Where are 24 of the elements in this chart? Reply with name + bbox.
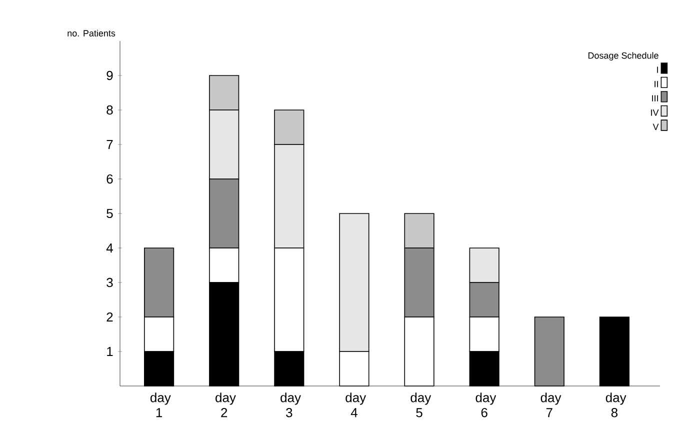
y-tick-label: 3 [106, 278, 113, 288]
x-tick-label: day 4 [346, 392, 366, 418]
legend-title: Dosage Schedule [588, 52, 658, 60]
y-tick-label: 6 [106, 174, 113, 184]
y-tick-label: 1 [107, 347, 113, 356]
x-tick-label: day 7 [540, 392, 562, 418]
y-tick-label: 4 [106, 244, 113, 252]
legend-label: II [654, 80, 658, 88]
x-tick-label: day 1 [150, 392, 171, 418]
legend-label: I [657, 66, 658, 73]
x-tick-label: day 5 [410, 392, 432, 418]
legend-label: V [652, 124, 659, 130]
x-tick-label: day 6 [476, 392, 496, 418]
x-tick-label: day 3 [280, 392, 301, 418]
y-tick-label: 7 [106, 140, 113, 149]
x-tick-label: day 2 [216, 392, 236, 418]
legend-label: III [652, 95, 658, 102]
y-tick-label: 9 [106, 70, 113, 80]
y-tick-label: 2 [106, 312, 113, 322]
y-tick-label: 5 [106, 208, 113, 218]
y-tick-label: 8 [106, 105, 113, 115]
legend-label: IV [651, 110, 659, 116]
y-axis-title: no. Patients [68, 30, 116, 36]
x-tick-label: day 8 [606, 392, 626, 418]
